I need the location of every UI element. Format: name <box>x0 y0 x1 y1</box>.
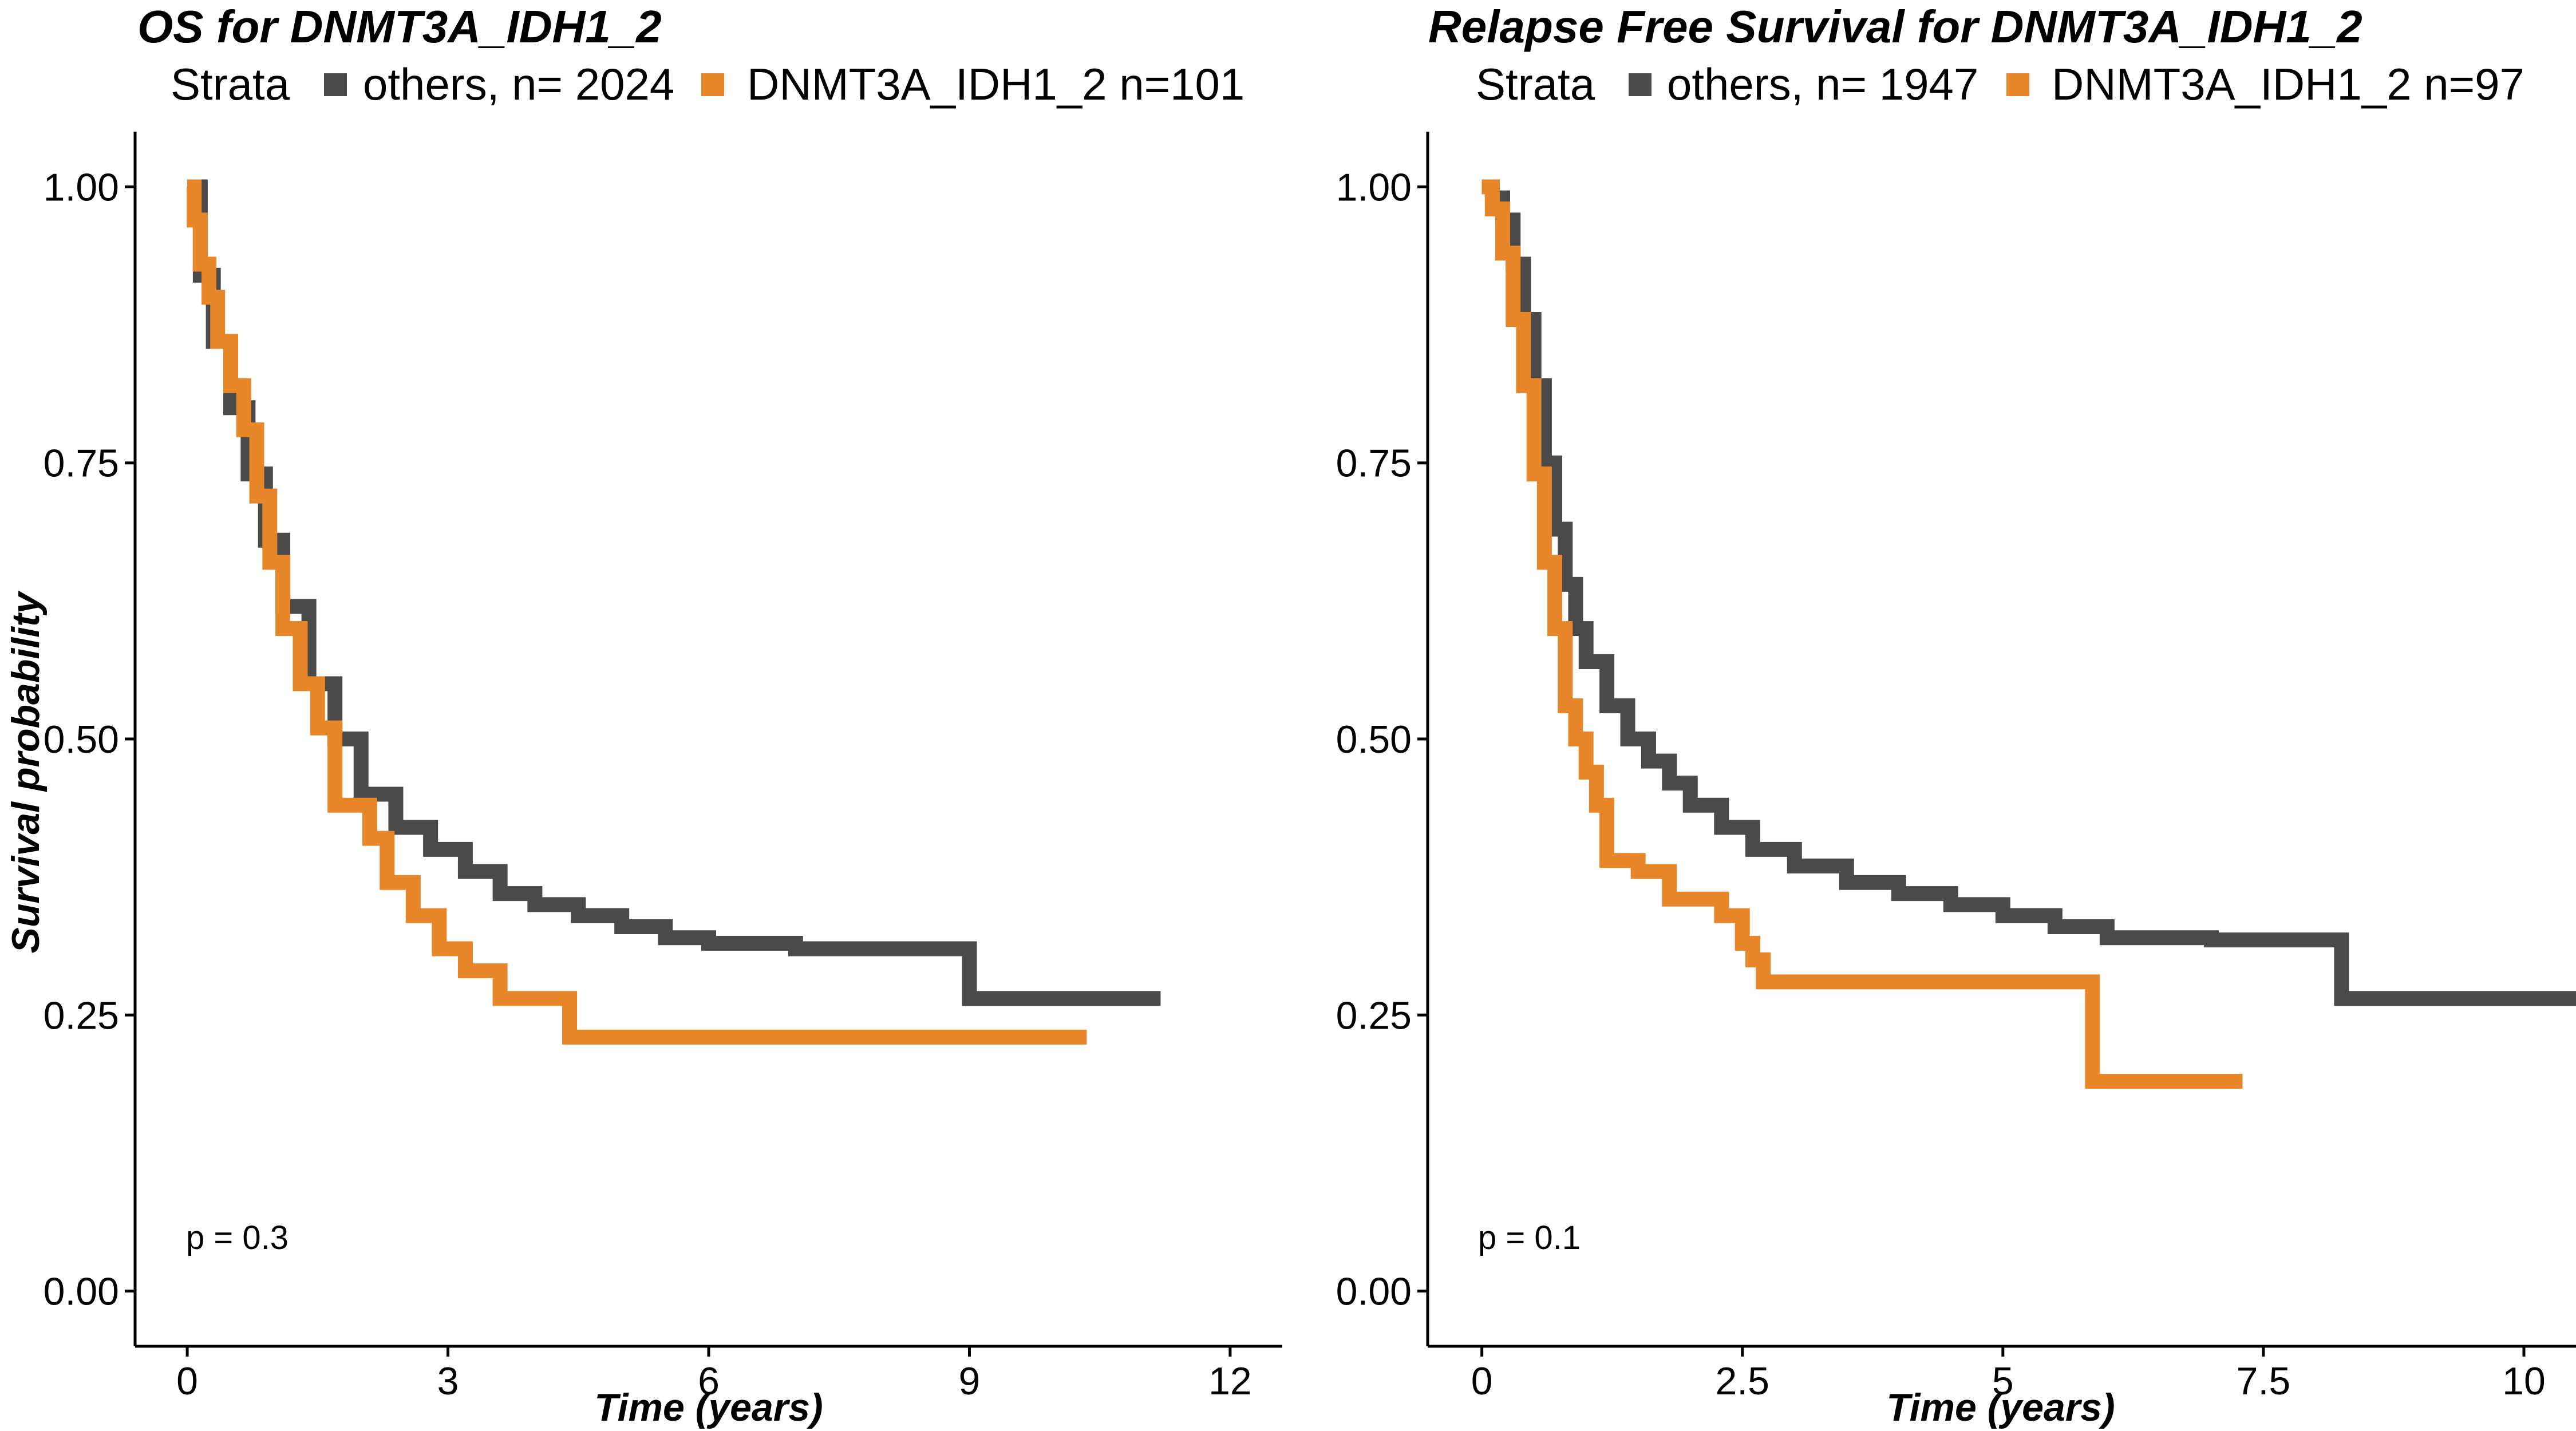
os-y-tick-label: 1.00 <box>44 165 119 209</box>
os-y-tick-label: 0.50 <box>44 718 119 761</box>
rfs-y-tick-label: 0.50 <box>1336 718 1412 761</box>
os-series-others-curve <box>187 179 1161 1006</box>
os-x-tick-label: 9 <box>959 1359 981 1403</box>
os-panel: OS for DNMT3A_IDH1_2 Strata others, n= 2… <box>4 1 1282 1429</box>
rfs-x-tick-label: 7.5 <box>2237 1359 2291 1403</box>
rfs-series-dnmt3a-curve <box>1481 179 2243 1089</box>
rfs-y-tick-label: 0.25 <box>1336 994 1412 1037</box>
os-y-tick-label: 0.75 <box>44 442 119 485</box>
rfs-legend-title: Strata <box>1476 59 1595 109</box>
rfs-ticks: 0.00 0.25 0.50 0.75 1.00 0 2.5 5 7.5 10 <box>1336 165 2546 1403</box>
os-legend: Strata others, n= 2024 DNMT3A_IDH1_2 n=1… <box>171 59 1244 109</box>
os-curves <box>187 179 1161 1045</box>
rfs-y-tick-label: 1.00 <box>1336 165 1412 209</box>
os-y-tick-label: 0.00 <box>44 1270 119 1314</box>
rfs-panel: Relapse Free Survival for DNMT3A_IDH1_2 … <box>1336 1 2576 1429</box>
os-series-dnmt3a-curve <box>187 179 1087 1045</box>
rfs-x-tick-label: 0 <box>1471 1359 1493 1403</box>
os-legend-key-others <box>324 73 347 96</box>
rfs-chart-title: Relapse Free Survival for DNMT3A_IDH1_2 <box>1428 1 2362 52</box>
os-p-value: p = 0.3 <box>186 1219 289 1256</box>
os-y-tick-label: 0.25 <box>44 994 119 1037</box>
rfs-legend-label-dnmt3a: DNMT3A_IDH1_2 n=97 <box>2052 59 2524 109</box>
rfs-p-value: p = 0.1 <box>1478 1219 1581 1256</box>
rfs-x-tick-label: 2.5 <box>1715 1359 1769 1403</box>
os-y-axis-title: Survival probability <box>4 590 48 953</box>
os-legend-label-dnmt3a: DNMT3A_IDH1_2 n=101 <box>747 59 1244 109</box>
rfs-legend-key-dnmt3a <box>2006 73 2029 96</box>
rfs-x-axis-title: Time (years) <box>1886 1386 2115 1429</box>
os-legend-key-dnmt3a <box>701 73 724 96</box>
rfs-y-tick-label: 0.00 <box>1336 1270 1412 1314</box>
os-x-tick-label: 12 <box>1208 1359 1252 1403</box>
os-legend-title: Strata <box>171 59 290 109</box>
os-ticks: 0.00 0.25 0.50 0.75 1.00 0 3 6 9 12 <box>44 165 1252 1403</box>
os-x-axis-title: Time (years) <box>594 1386 823 1429</box>
os-x-tick-label: 0 <box>176 1359 198 1403</box>
rfs-legend-label-others: others, n= 1947 <box>1667 59 1978 109</box>
rfs-curves <box>1481 179 2576 1089</box>
os-legend-label-others: others, n= 2024 <box>363 59 674 109</box>
os-x-tick-label: 6 <box>698 1359 720 1403</box>
rfs-legend-key-others <box>1629 73 1652 96</box>
rfs-legend: Strata others, n= 1947 DNMT3A_IDH1_2 n=9… <box>1476 59 2524 109</box>
rfs-x-tick-label: 5 <box>1992 1359 2014 1403</box>
rfs-x-tick-label: 10 <box>2502 1359 2546 1403</box>
os-chart-title: OS for DNMT3A_IDH1_2 <box>137 1 662 52</box>
rfs-y-tick-label: 0.75 <box>1336 442 1412 485</box>
os-x-tick-label: 3 <box>437 1359 459 1403</box>
rfs-series-others-curve <box>1481 179 2576 1006</box>
